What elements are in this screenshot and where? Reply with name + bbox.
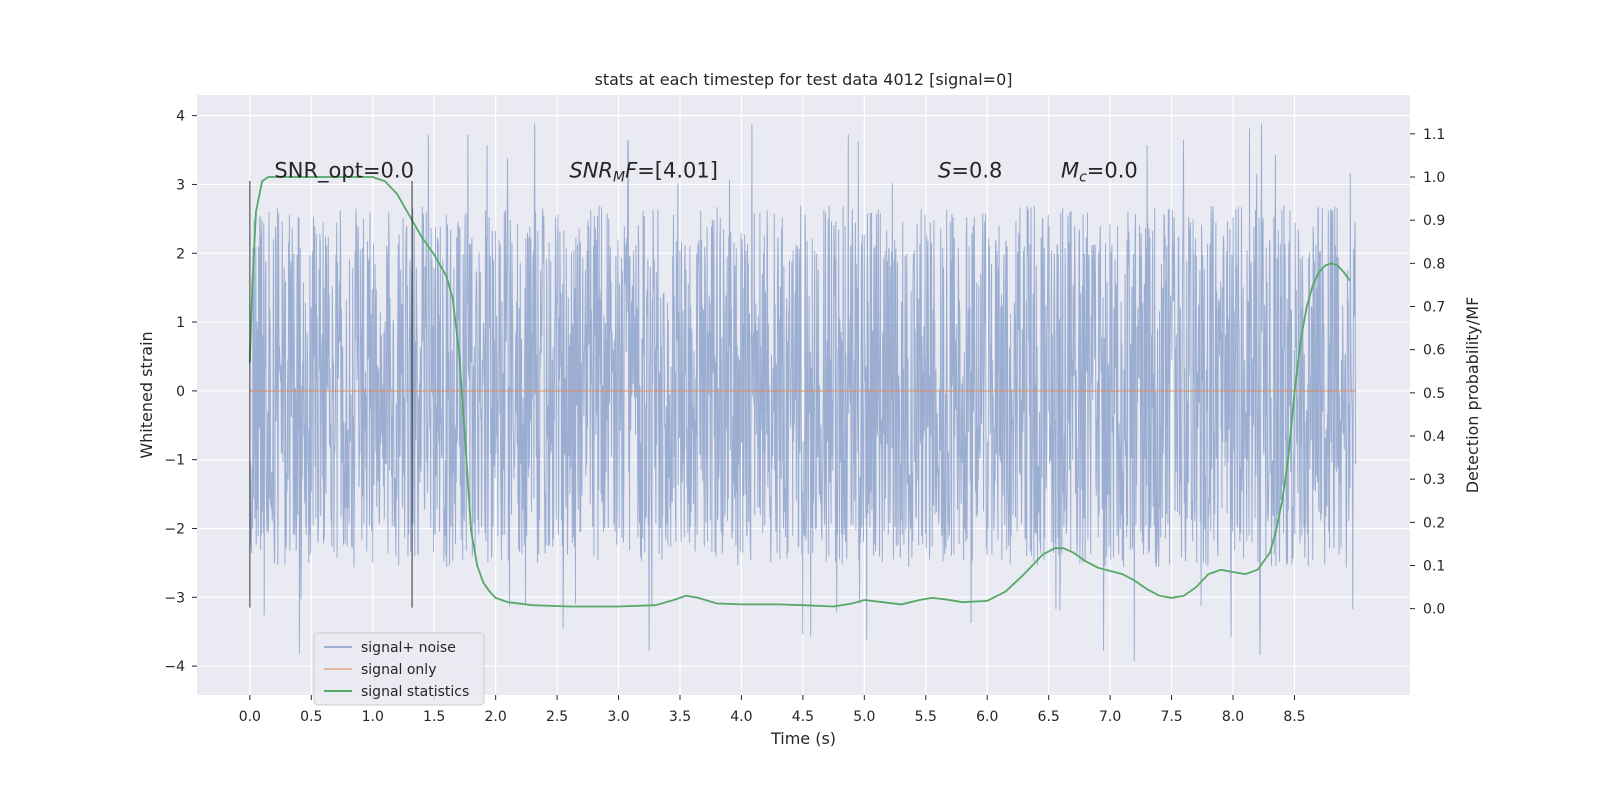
y-axis-right-label: Detection probability/MF <box>1463 297 1482 494</box>
y-right-tick-label: 0.3 <box>1423 472 1445 488</box>
x-tick-label: 1.5 <box>423 709 445 725</box>
y-right-tick-label: 0.6 <box>1423 343 1445 359</box>
x-tick-label: 4.0 <box>730 709 752 725</box>
x-tick-label: 3.0 <box>607 709 629 725</box>
y-right-tick-label: 0.2 <box>1423 515 1445 531</box>
x-tick-label: 0.5 <box>300 709 322 725</box>
y-right-tick-label: 0.0 <box>1423 602 1445 618</box>
y-right-tick-label: 0.7 <box>1423 300 1445 316</box>
legend: signal+ noise signal only signal statistic… <box>313 632 485 706</box>
y-right-tick-label: 0.9 <box>1423 213 1445 229</box>
x-tick-label: 5.0 <box>853 709 875 725</box>
annotation-text: SNR_opt=0.0 <box>274 159 414 184</box>
y-left-tick-label: 2 <box>176 246 185 262</box>
x-tick-label: 8.5 <box>1283 709 1305 725</box>
x-tick-label: 5.5 <box>915 709 937 725</box>
y-left-tick-label: 3 <box>176 177 185 193</box>
x-tick-label: 2.5 <box>546 709 568 725</box>
x-tick-label: 0.0 <box>239 709 261 725</box>
y-left-tick-label: −4 <box>164 659 185 675</box>
vertical-markers <box>249 181 413 608</box>
y-right-tick-label: 0.8 <box>1423 256 1445 272</box>
x-tick-label: 8.0 <box>1222 709 1244 725</box>
y-left-tick-label: 1 <box>176 315 185 331</box>
y-right-tick-label: 0.5 <box>1423 386 1445 402</box>
x-axis-label: Time (s) <box>770 729 836 748</box>
y-right-tick-label: 1.0 <box>1423 170 1445 186</box>
x-tick-label: 7.0 <box>1099 709 1121 725</box>
legend-label-signal-only: signal only <box>361 662 436 678</box>
y-left-tick-label: −1 <box>164 453 185 469</box>
y-left-tick-label: 0 <box>176 384 185 400</box>
legend-box <box>313 632 485 706</box>
y-left-tick-label: −3 <box>164 590 185 606</box>
series-layer <box>248 176 1356 608</box>
annotation-text: Mc=0.0 <box>1061 159 1138 186</box>
x-tick-label: 4.5 <box>792 709 814 725</box>
x-tick-label: 3.5 <box>669 709 691 725</box>
x-tick-label: 7.5 <box>1160 709 1182 725</box>
signal-statistics-line <box>248 176 1351 608</box>
signal-noise-series <box>249 123 1357 662</box>
y-right-tick-label: 1.1 <box>1423 127 1445 143</box>
axis-ticks: 0.0 0.5 1.0 1.5 2.0 2.5 3.0 3.5 4.0 4.5 5.0 5.5 6.0 6… <box>164 109 1445 725</box>
y-left-tick-label: −2 <box>164 521 185 537</box>
chart-title: stats at each timestep for test data 401… <box>594 70 1012 89</box>
y-left-tick-label: 4 <box>176 109 185 125</box>
legend-label-signal-noise: signal+ noise <box>361 640 456 656</box>
x-tick-label: 1.0 <box>362 709 384 725</box>
y-right-tick-label: 0.1 <box>1423 559 1445 575</box>
y-right-tick-label: 0.4 <box>1423 429 1445 445</box>
annotations: SNR_opt=0.0 SNRMF=[4.01] S=0.8 Mc=0.0 <box>274 159 1137 186</box>
x-tick-label: 6.0 <box>976 709 998 725</box>
signal-noise-line <box>249 123 1357 662</box>
x-tick-label: 2.0 <box>485 709 507 725</box>
x-tick-label: 6.5 <box>1038 709 1060 725</box>
annotation-text: SNRMF=[4.01] <box>569 159 718 186</box>
y-axis-left-label: Whitened strain <box>137 331 156 458</box>
annotation-text: S=0.8 <box>938 159 1002 183</box>
legend-label-signal-statistics: signal statistics <box>361 684 469 700</box>
